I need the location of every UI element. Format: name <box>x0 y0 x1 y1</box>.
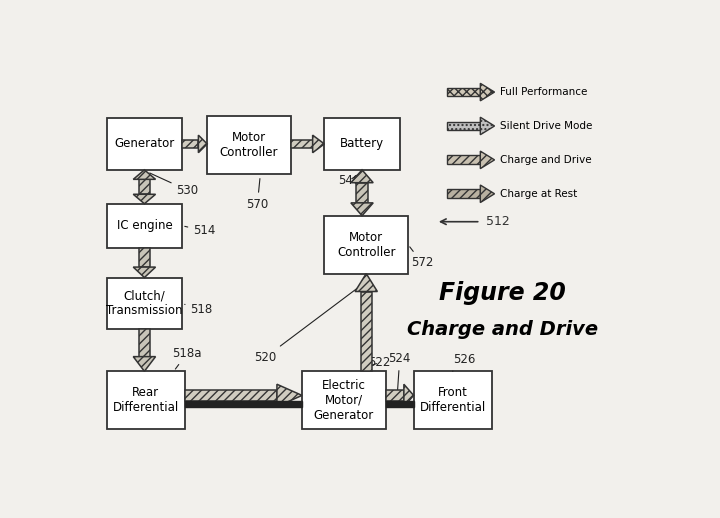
Bar <box>413 371 492 429</box>
Polygon shape <box>277 384 302 407</box>
Polygon shape <box>480 151 495 169</box>
Text: 522: 522 <box>368 356 390 369</box>
Polygon shape <box>133 170 156 179</box>
Bar <box>447 88 480 96</box>
Text: Charge and Drive: Charge and Drive <box>500 155 592 165</box>
Bar <box>139 179 150 194</box>
Bar <box>324 215 408 274</box>
Polygon shape <box>351 170 373 183</box>
Bar <box>207 116 291 174</box>
Bar <box>139 329 150 356</box>
Text: 540: 540 <box>338 174 361 187</box>
Bar <box>356 183 368 203</box>
Text: Motor
Controller: Motor Controller <box>220 131 278 159</box>
Bar <box>386 390 404 401</box>
Bar <box>185 401 302 407</box>
Polygon shape <box>133 194 156 204</box>
Text: Front
Differential: Front Differential <box>420 386 486 414</box>
Bar <box>302 371 386 429</box>
Text: 512: 512 <box>486 215 510 228</box>
Text: Clutch/
Transmission: Clutch/ Transmission <box>106 290 183 318</box>
Text: Battery: Battery <box>340 137 384 150</box>
Bar <box>447 122 480 131</box>
Bar <box>386 401 413 407</box>
Text: 524: 524 <box>389 352 411 397</box>
Text: 518a: 518a <box>173 347 202 369</box>
Bar <box>182 139 199 148</box>
Bar <box>447 155 480 164</box>
Polygon shape <box>355 274 377 292</box>
Text: Figure 20: Figure 20 <box>439 281 567 306</box>
Bar <box>139 248 150 267</box>
Bar <box>107 204 182 248</box>
Text: IC engine: IC engine <box>117 219 172 232</box>
Text: Charge at Rest: Charge at Rest <box>500 189 577 199</box>
Text: Generator: Generator <box>114 137 174 150</box>
Text: 570: 570 <box>246 179 269 211</box>
Bar <box>107 371 185 429</box>
Text: Full Performance: Full Performance <box>500 87 588 97</box>
Text: Motor
Controller: Motor Controller <box>337 231 395 258</box>
Bar <box>185 390 277 401</box>
Polygon shape <box>480 185 495 203</box>
Text: Rear
Differential: Rear Differential <box>112 386 179 414</box>
Text: 526: 526 <box>453 353 475 371</box>
Polygon shape <box>480 83 495 101</box>
Bar <box>107 118 182 170</box>
Bar <box>447 190 480 198</box>
Polygon shape <box>480 117 495 135</box>
Bar <box>361 292 372 371</box>
Text: Charge and Drive: Charge and Drive <box>408 320 598 339</box>
Bar <box>107 278 182 329</box>
Polygon shape <box>133 356 156 371</box>
Text: 518: 518 <box>185 304 212 316</box>
Text: 530: 530 <box>150 173 199 197</box>
Text: 514: 514 <box>185 224 215 237</box>
Text: Electric
Motor/
Generator: Electric Motor/ Generator <box>314 379 374 422</box>
Polygon shape <box>199 135 207 153</box>
Bar <box>291 139 312 148</box>
Text: 520: 520 <box>255 283 364 364</box>
Polygon shape <box>133 267 156 278</box>
Text: Silent Drive Mode: Silent Drive Mode <box>500 121 593 131</box>
Polygon shape <box>351 203 373 215</box>
Polygon shape <box>312 135 324 153</box>
Polygon shape <box>404 384 413 407</box>
Text: 572: 572 <box>410 247 433 269</box>
Bar <box>324 118 400 170</box>
